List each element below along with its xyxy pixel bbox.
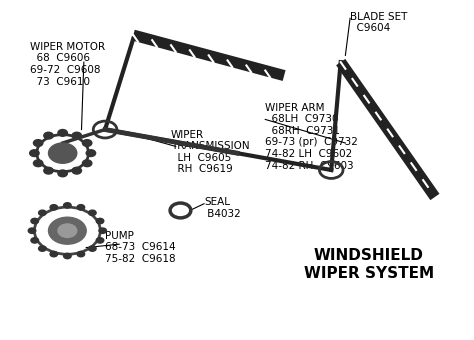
Circle shape: [28, 228, 36, 233]
Text: BLADE SET
  C9604: BLADE SET C9604: [350, 12, 408, 33]
Circle shape: [58, 170, 67, 177]
Text: WIPER
TRANSMISSION
  LH  C9605
  RH  C9619: WIPER TRANSMISSION LH C9605 RH C9619: [171, 130, 250, 174]
Circle shape: [72, 132, 82, 139]
Circle shape: [48, 143, 77, 163]
Circle shape: [58, 224, 77, 237]
Circle shape: [34, 140, 43, 147]
Text: PUMP
68-73  C9614
75-82  C9618: PUMP 68-73 C9614 75-82 C9618: [105, 231, 176, 264]
Circle shape: [44, 167, 53, 174]
Text: WIPER ARM
  68LH  C9730
  68RH  C9731
69-73 (pr)  C9732
74-82 LH  C9602
74-82 RH: WIPER ARM 68LH C9730 68RH C9731 69-73 (p…: [265, 103, 358, 171]
Circle shape: [86, 150, 96, 156]
Circle shape: [34, 160, 43, 167]
Circle shape: [99, 228, 107, 233]
Circle shape: [64, 253, 71, 259]
Circle shape: [48, 217, 86, 244]
Circle shape: [38, 246, 46, 251]
Circle shape: [89, 246, 96, 251]
Text: SEAL
 B4032: SEAL B4032: [204, 197, 241, 219]
Circle shape: [38, 210, 46, 216]
Circle shape: [50, 251, 58, 257]
Circle shape: [31, 238, 38, 243]
Circle shape: [82, 160, 92, 167]
Circle shape: [96, 218, 104, 224]
Circle shape: [96, 238, 104, 243]
Text: WINDSHIELD
WIPER SYSTEM: WINDSHIELD WIPER SYSTEM: [304, 248, 434, 280]
Circle shape: [77, 251, 85, 257]
Circle shape: [50, 205, 58, 210]
Circle shape: [30, 150, 39, 156]
Circle shape: [44, 132, 53, 139]
Circle shape: [31, 218, 38, 224]
Circle shape: [72, 167, 82, 174]
Circle shape: [89, 210, 96, 216]
Text: WIPER MOTOR
  68  C9606
69-72  C9608
  73  C9610: WIPER MOTOR 68 C9606 69-72 C9608 73 C961…: [30, 42, 105, 87]
Circle shape: [58, 130, 67, 136]
Circle shape: [82, 140, 92, 147]
Circle shape: [64, 203, 71, 208]
Circle shape: [77, 205, 85, 210]
